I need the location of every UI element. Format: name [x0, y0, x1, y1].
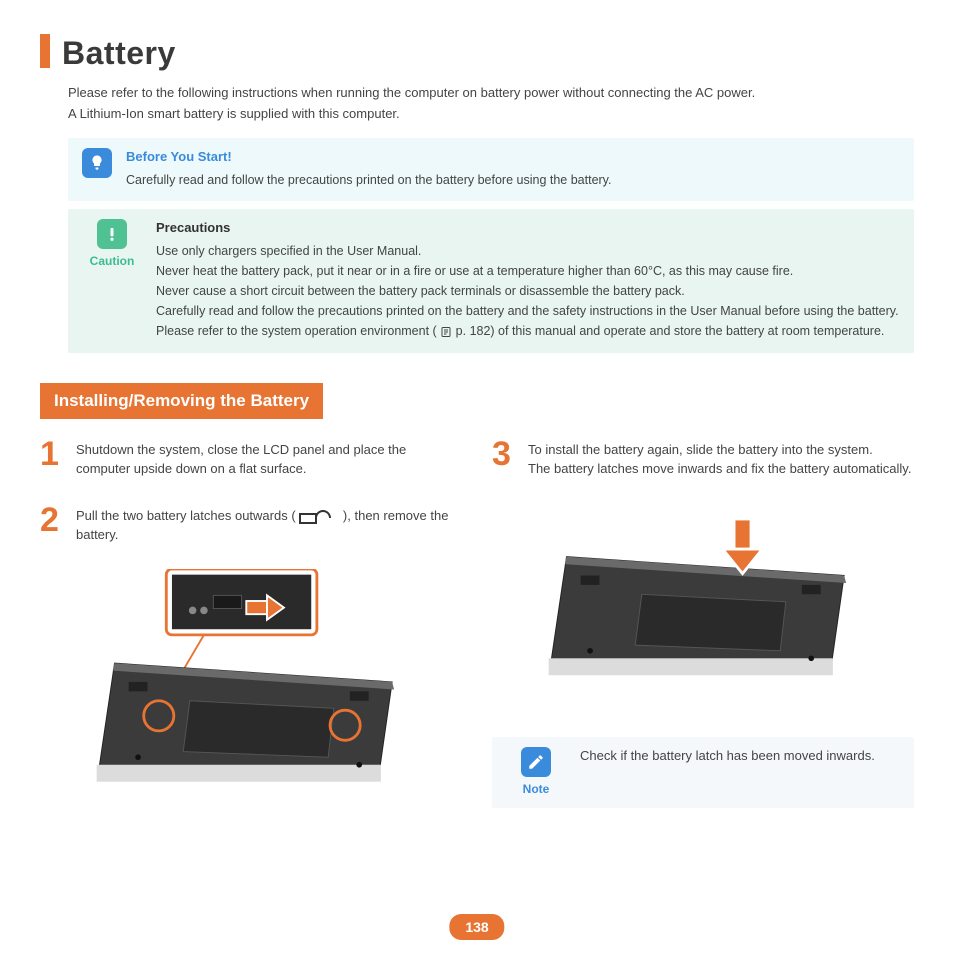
- note-label: Note: [523, 781, 550, 798]
- caution-line-5a: Please refer to the system operation env…: [156, 324, 437, 338]
- laptop-bottom-remove-illustration: [91, 569, 411, 804]
- note-callout: Note Check if the battery latch has been…: [492, 737, 914, 808]
- caution-callout: Caution Precautions Use only chargers sp…: [68, 209, 914, 352]
- section-heading: Installing/Removing the Battery: [40, 383, 323, 420]
- step-2-number: 2: [40, 503, 68, 545]
- left-column: 1 Shutdown the system, close the LCD pan…: [40, 437, 462, 816]
- step-1-text: Shutdown the system, close the LCD panel…: [76, 437, 462, 479]
- step-3: 3 To install the battery again, slide th…: [492, 437, 914, 479]
- precautions-heading: Precautions: [156, 219, 900, 238]
- step-3-diagram: [492, 519, 914, 707]
- exclamation-icon: [97, 219, 127, 249]
- right-column: 3 To install the battery again, slide th…: [492, 437, 914, 816]
- before-you-start-callout: Before You Start! Carefully read and fol…: [68, 138, 914, 201]
- insert-arrow-icon: [723, 519, 763, 574]
- page-ref-icon: [440, 326, 452, 338]
- laptop-bottom-install-illustration: [543, 519, 863, 707]
- intro-block: Please refer to the following instructio…: [68, 84, 914, 124]
- page-title: Battery: [62, 30, 176, 76]
- caution-label: Caution: [90, 253, 135, 270]
- caution-line-3: Never cause a short circuit between the …: [156, 282, 900, 300]
- page-number-badge: 138: [449, 914, 504, 940]
- step-3-text-a: To install the battery again, slide the …: [528, 442, 873, 457]
- before-text: Carefully read and follow the precaution…: [126, 171, 900, 189]
- before-heading: Before You Start!: [126, 148, 900, 167]
- step-3-number: 3: [492, 437, 520, 479]
- title-accent-bar: [40, 34, 50, 68]
- step-3-text: To install the battery again, slide the …: [528, 437, 914, 479]
- step-2: 2 Pull the two battery latches outwards …: [40, 503, 462, 545]
- caution-line-5: Please refer to the system operation env…: [156, 322, 900, 340]
- step-1: 1 Shutdown the system, close the LCD pan…: [40, 437, 462, 479]
- step-3-text-b: The battery latches move inwards and fix…: [528, 461, 911, 476]
- intro-text-1: Please refer to the following instructio…: [68, 84, 914, 103]
- steps-columns: 1 Shutdown the system, close the LCD pan…: [40, 437, 914, 816]
- page-header: Battery: [40, 30, 914, 76]
- step-1-number: 1: [40, 437, 68, 479]
- step-2-text-a: Pull the two battery latches outwards (: [76, 508, 296, 523]
- unlock-latch-icon: [299, 507, 339, 525]
- lightbulb-icon: [82, 148, 112, 178]
- pencil-note-icon: [521, 747, 551, 777]
- caution-line-4: Carefully read and follow the precaution…: [156, 302, 900, 320]
- step-2-diagram: [40, 569, 462, 804]
- caution-line-2: Never heat the battery pack, put it near…: [156, 262, 900, 280]
- intro-text-2: A Lithium-Ion smart battery is supplied …: [68, 105, 914, 124]
- caution-line-5b: p. 182) of this manual and operate and s…: [456, 324, 885, 338]
- note-text: Check if the battery latch has been move…: [580, 747, 875, 766]
- step-2-text: Pull the two battery latches outwards ( …: [76, 503, 462, 545]
- caution-line-1: Use only chargers specified in the User …: [156, 242, 900, 260]
